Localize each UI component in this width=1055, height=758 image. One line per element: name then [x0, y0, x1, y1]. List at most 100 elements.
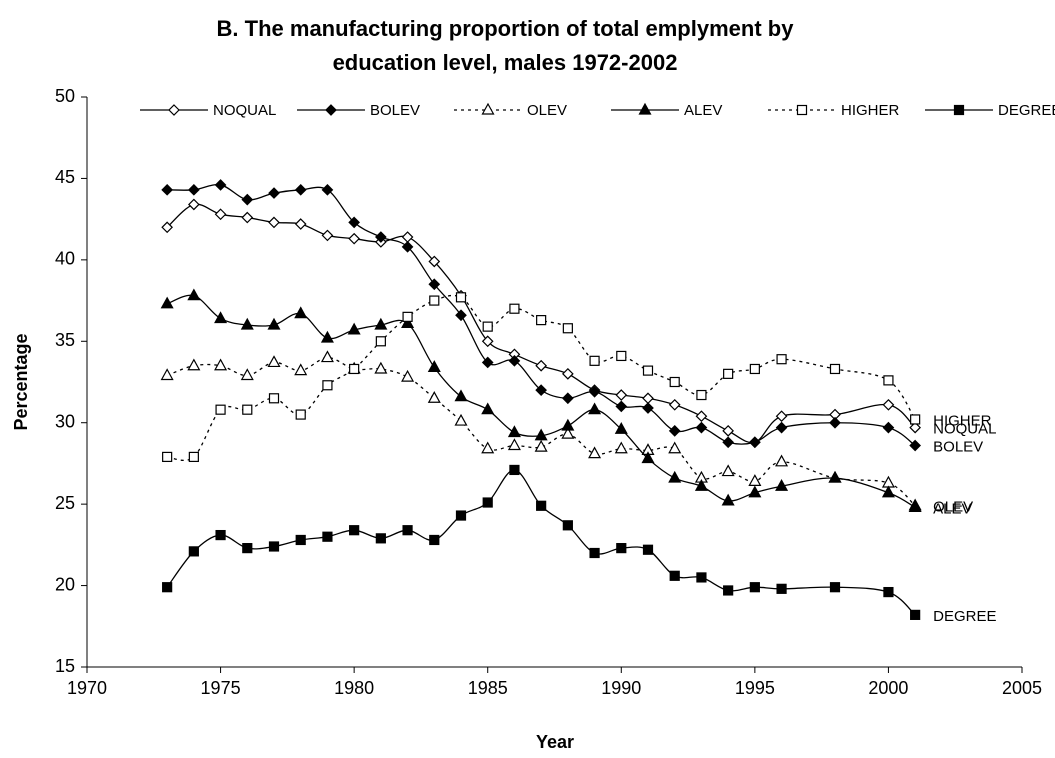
- marker: [534, 428, 548, 441]
- marker: [161, 221, 173, 234]
- marker: [214, 208, 227, 221]
- marker: [749, 363, 760, 375]
- marker: [829, 416, 841, 429]
- marker: [828, 470, 842, 483]
- marker: [455, 292, 467, 303]
- marker: [536, 500, 547, 511]
- legend-label: BOLEV: [370, 102, 420, 119]
- marker: [428, 255, 441, 268]
- marker: [535, 359, 547, 372]
- marker: [349, 363, 360, 375]
- marker: [668, 425, 681, 437]
- marker: [775, 454, 789, 467]
- marker: [429, 534, 440, 546]
- marker: [882, 421, 895, 434]
- marker: [668, 470, 682, 483]
- marker: [242, 543, 253, 554]
- marker: [267, 317, 281, 330]
- series: HIGHER: [162, 292, 992, 463]
- marker: [214, 179, 227, 191]
- marker: [509, 303, 520, 314]
- y-tick-label: 25: [55, 493, 75, 513]
- legend-item: ALEV: [611, 102, 722, 119]
- marker: [267, 355, 281, 368]
- marker: [429, 295, 440, 306]
- marker: [294, 306, 308, 319]
- marker: [268, 187, 280, 199]
- marker: [696, 572, 707, 583]
- y-tick-label: 30: [55, 411, 75, 431]
- legend-label: OLEV: [527, 102, 567, 119]
- marker: [642, 392, 654, 405]
- end-label: OLEV: [933, 499, 973, 516]
- marker: [829, 582, 841, 593]
- marker: [723, 585, 734, 596]
- marker: [161, 183, 173, 196]
- marker: [322, 380, 333, 391]
- y-tick-label: 20: [55, 574, 75, 594]
- marker: [796, 104, 808, 116]
- marker: [562, 323, 573, 334]
- marker: [294, 218, 307, 230]
- marker: [616, 350, 627, 362]
- marker: [454, 413, 468, 426]
- marker: [402, 525, 413, 536]
- marker: [562, 520, 573, 531]
- marker: [215, 404, 226, 415]
- marker: [268, 393, 280, 404]
- marker: [481, 102, 495, 115]
- marker: [883, 375, 894, 386]
- marker: [910, 414, 921, 425]
- marker: [775, 478, 789, 491]
- legend-label: DEGREE: [998, 102, 1055, 119]
- chart-title: education level, males 1972-2002: [333, 50, 678, 75]
- x-tick-label: 1995: [735, 678, 775, 698]
- marker: [320, 330, 334, 343]
- marker: [455, 309, 467, 322]
- marker: [748, 485, 762, 498]
- marker: [401, 231, 414, 243]
- marker: [749, 436, 761, 449]
- series-line: [166, 294, 916, 508]
- marker: [668, 441, 682, 454]
- marker: [910, 609, 921, 620]
- marker: [375, 336, 386, 347]
- legend-item: HIGHER: [768, 102, 900, 119]
- marker: [722, 425, 734, 437]
- end-label: BOLEV: [933, 438, 983, 455]
- x-axis-label: Year: [536, 732, 574, 752]
- marker: [561, 418, 575, 431]
- marker: [427, 391, 441, 403]
- x-tick-label: 2000: [868, 678, 908, 698]
- marker: [723, 368, 734, 379]
- marker: [695, 421, 708, 434]
- marker: [187, 288, 201, 301]
- marker: [481, 335, 494, 348]
- marker: [668, 398, 681, 411]
- marker: [641, 451, 655, 464]
- marker: [722, 436, 734, 449]
- end-label: NOQUAL: [933, 421, 996, 438]
- marker: [455, 510, 467, 521]
- marker: [241, 193, 254, 206]
- marker: [509, 464, 520, 476]
- legend-item: DEGREE: [925, 102, 1055, 119]
- legend-label: HIGHER: [841, 102, 900, 119]
- y-tick-label: 15: [55, 656, 75, 676]
- marker: [215, 529, 226, 541]
- marker: [188, 183, 200, 196]
- marker: [669, 376, 680, 388]
- marker: [536, 315, 547, 326]
- marker: [241, 211, 254, 224]
- y-tick-label: 50: [55, 86, 75, 106]
- marker: [615, 389, 628, 401]
- marker: [168, 104, 180, 116]
- marker: [482, 497, 493, 508]
- marker: [294, 363, 308, 376]
- marker: [615, 400, 628, 413]
- marker: [401, 369, 415, 382]
- marker: [188, 546, 199, 557]
- marker: [481, 441, 495, 454]
- legend-item: BOLEV: [297, 102, 420, 119]
- series-line: [166, 469, 916, 616]
